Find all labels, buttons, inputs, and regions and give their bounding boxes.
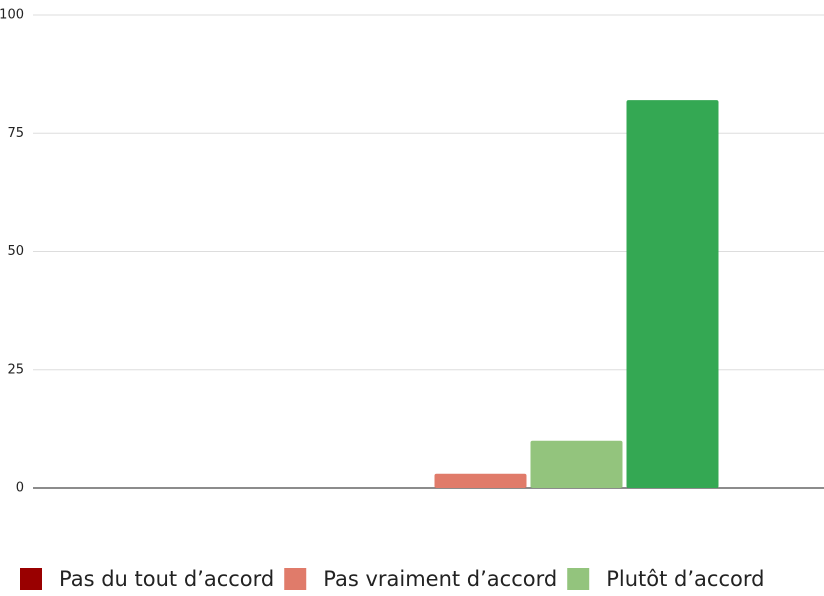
legend-label: Pas vraiment d’accord — [323, 567, 557, 591]
legend-swatch — [567, 568, 590, 590]
bar — [626, 100, 719, 488]
legend-swatch — [20, 568, 42, 590]
y-tick-label: 0 — [16, 481, 24, 496]
legend-label: Pas du tout d’accord — [59, 567, 274, 591]
y-tick-label: 75 — [7, 126, 24, 141]
legend-label: Plutôt d’accord — [606, 567, 764, 591]
legend-swatch — [284, 568, 307, 590]
y-tick-label: 25 — [7, 362, 24, 377]
bar — [434, 473, 527, 488]
y-tick-label: 50 — [7, 244, 24, 259]
bar — [530, 440, 623, 488]
y-tick-label: 100 — [0, 8, 24, 23]
